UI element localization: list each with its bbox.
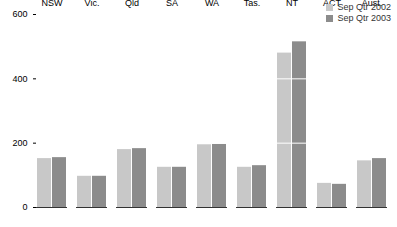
svg-text:200: 200 <box>12 138 27 148</box>
svg-text:NSW: NSW <box>42 0 64 8</box>
svg-text:WA: WA <box>205 0 219 8</box>
svg-text:NT: NT <box>286 0 298 8</box>
svg-text:600: 600 <box>12 9 27 19</box>
svg-text:0: 0 <box>22 202 27 212</box>
svg-text:SA: SA <box>166 0 178 8</box>
svg-text:400: 400 <box>12 74 27 84</box>
svg-text:Tas.: Tas. <box>244 0 261 8</box>
svg-text:Qld: Qld <box>125 0 139 8</box>
html-text:Sep Qtr 2002: Sep Qtr 2002 <box>337 2 391 12</box>
html-text:Sep Qtr 2003: Sep Qtr 2003 <box>337 13 391 23</box>
svg-text:Vic.: Vic. <box>85 0 100 8</box>
